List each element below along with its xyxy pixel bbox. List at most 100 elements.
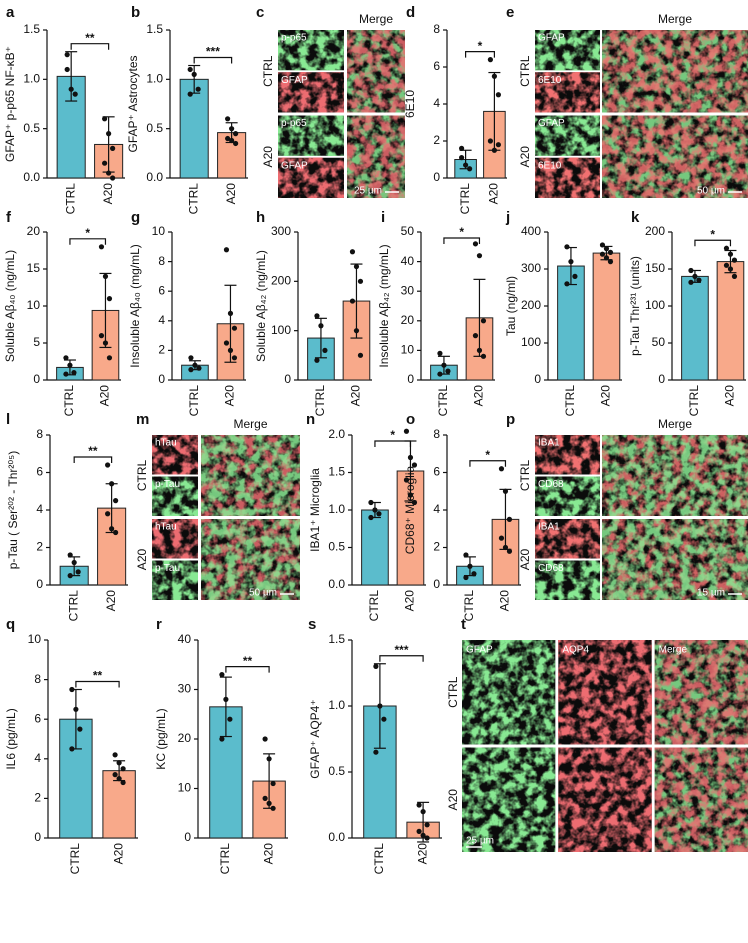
y-tick-label: 0: [284, 372, 291, 386]
y-tick-label: 200: [271, 274, 291, 288]
x-tick-label: A20: [498, 590, 512, 612]
y-tick-label: 8: [34, 672, 41, 686]
x-tick-label: CTRL: [218, 843, 232, 875]
x-tick-label: A20: [472, 385, 486, 407]
y-tick-label: 4: [36, 502, 43, 516]
data-point: [437, 371, 443, 377]
y-tick-label: 0.5: [146, 121, 163, 135]
column-title: Merge: [659, 645, 688, 656]
data-point: [420, 809, 426, 815]
x-tick-label: CTRL: [63, 183, 77, 215]
y-tick-label: 6: [36, 465, 43, 479]
y-tick-label: 1.0: [328, 502, 345, 516]
significance-bracket: [75, 680, 120, 688]
y-axis-label: IBA1⁺ Microglia: [308, 468, 322, 552]
significance-bracket: [70, 43, 110, 50]
data-point: [63, 371, 69, 377]
micrograph-signal: [602, 519, 748, 600]
data-point: [723, 262, 730, 268]
y-tick-label: 0.0: [328, 577, 345, 591]
bar: [179, 78, 209, 179]
x-tick-label: CTRL: [458, 183, 472, 215]
y-tick-label: 1.0: [146, 72, 163, 86]
y-tick-label: 0: [407, 372, 414, 386]
x-tick-label: A20: [599, 385, 613, 407]
data-point: [102, 340, 109, 346]
data-point: [437, 350, 443, 356]
data-point: [487, 57, 493, 63]
micrograph-signal: [535, 30, 600, 71]
data-point: [72, 91, 78, 97]
micrograph-signal: [201, 435, 300, 516]
micrograph-signal: [535, 157, 600, 198]
data-point: [403, 477, 410, 483]
significance-label: **: [93, 669, 103, 683]
data-point: [727, 251, 734, 257]
data-point: [113, 498, 119, 504]
y-tick-label: 10: [178, 781, 192, 795]
data-point: [420, 832, 426, 838]
data-point: [113, 529, 119, 536]
data-point: [262, 736, 268, 742]
data-point: [607, 249, 614, 255]
significance-label: *: [710, 227, 715, 241]
data-point: [357, 352, 364, 358]
data-point: [67, 552, 73, 558]
data-point: [188, 355, 194, 361]
significance-bracket: [443, 237, 481, 244]
data-point: [196, 365, 202, 371]
data-point: [467, 563, 473, 569]
channel-label: hTau: [155, 438, 177, 449]
y-axis-label: Insoluble Aβ₄₀ (mg/mL): [128, 244, 142, 368]
merge-title: Merge: [658, 417, 692, 431]
group-label: CTRL: [261, 55, 275, 87]
significance-label: **: [88, 444, 98, 458]
data-point: [71, 559, 77, 566]
data-point: [459, 145, 465, 151]
y-tick-label: 1.0: [23, 72, 40, 86]
data-point: [227, 310, 234, 316]
x-tick-label: A20: [403, 590, 417, 612]
data-point: [407, 492, 414, 498]
panel-letter: a: [6, 4, 15, 21]
error-bar: [65, 51, 78, 102]
data-point: [109, 526, 115, 532]
data-point: [266, 800, 272, 806]
panel-letter: h: [256, 209, 265, 226]
y-tick-label: 2: [36, 540, 43, 554]
data-point: [368, 499, 374, 506]
group-label: A20: [135, 549, 149, 571]
data-point: [98, 333, 105, 339]
y-tick-label: 4: [158, 313, 165, 327]
data-point: [223, 340, 230, 346]
panel-letter: b: [131, 4, 140, 21]
y-tick-label: 0.0: [146, 170, 163, 184]
micrograph-signal: [201, 519, 300, 600]
data-point: [349, 298, 356, 304]
data-point: [498, 535, 505, 541]
y-tick-label: 2: [433, 540, 440, 554]
significance-bracket: [465, 51, 495, 58]
panel-letter: j: [505, 209, 510, 226]
y-tick-label: 30: [178, 682, 192, 696]
data-point: [110, 175, 116, 181]
significance-label: **: [85, 31, 95, 45]
micrograph-signal: [535, 72, 600, 113]
panel-letter: n: [306, 411, 315, 428]
bar: [716, 261, 745, 381]
panel-letter: r: [156, 616, 162, 633]
y-tick-label: 0: [433, 577, 440, 591]
y-tick-label: 0: [184, 830, 191, 844]
y-axis-label: p-Tau Thr²³¹ (units): [628, 256, 642, 356]
micrograph-signal: [347, 30, 405, 113]
data-point: [498, 466, 505, 472]
y-tick-label: 10: [401, 343, 415, 357]
data-point: [603, 255, 610, 261]
y-tick-label: 6: [158, 283, 165, 297]
column-title: AQP4: [562, 645, 589, 656]
data-point: [270, 780, 276, 787]
panel-letter: g: [131, 209, 140, 226]
y-tick-label: 0.0: [23, 170, 40, 184]
data-point: [599, 251, 606, 257]
data-point: [109, 481, 115, 487]
